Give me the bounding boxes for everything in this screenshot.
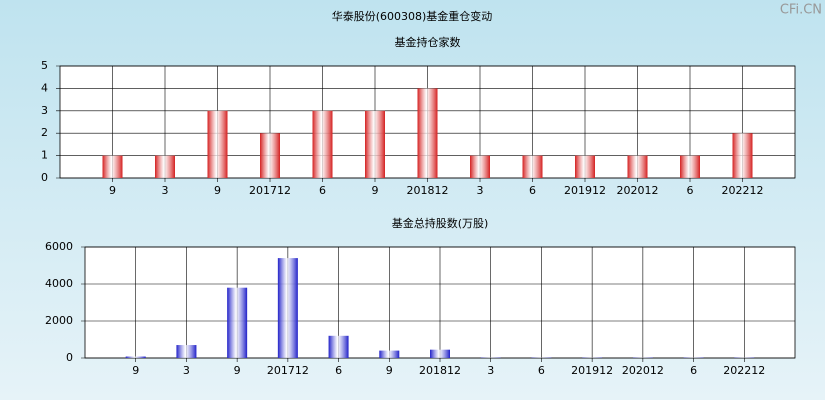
bar [575,155,595,178]
y-tick-label: 4 [41,81,48,94]
bar [365,110,385,178]
x-tick-label: 9 [214,184,221,197]
y-tick-label: 6000 [45,240,73,253]
x-tick-label: 6 [690,364,697,377]
x-tick-label: 9 [372,184,379,197]
page-title: 华泰股份(600308)基金重仓变动 [332,9,493,23]
x-tick-label: 9 [132,364,139,377]
x-tick-label: 202212 [723,364,765,377]
bar [176,345,197,358]
x-tick-label: 3 [183,364,190,377]
x-tick-label: 202012 [617,184,659,197]
bar [522,155,543,178]
x-tick-label: 201712 [267,364,309,377]
y-tick-label: 5 [41,59,48,72]
bar [277,258,298,358]
bar [379,350,400,358]
x-tick-label: 3 [162,184,169,197]
bar [125,356,146,358]
y-tick-label: 1 [41,149,48,162]
bar [227,287,248,358]
y-tick-label: 2000 [45,314,73,327]
x-tick-label: 6 [538,364,545,377]
y-tick-label: 3 [41,104,48,117]
y-tick-label: 2 [41,126,48,139]
y-tick-label: 0 [66,351,73,364]
bar [627,155,648,178]
x-tick-label: 6 [319,184,326,197]
x-tick-label: 9 [386,364,393,377]
bar [260,133,280,178]
x-tick-label: 202212 [722,184,764,197]
x-tick-label: 9 [109,184,116,197]
chart-title: 基金总持股数(万股) [392,216,489,230]
bar [328,335,349,358]
x-tick-label: 201812 [419,364,461,377]
y-tick-label: 4000 [45,277,73,290]
x-tick-label: 201912 [564,184,606,197]
x-tick-label: 6 [687,184,694,197]
y-tick-label: 0 [41,171,48,184]
bar [417,88,438,178]
x-tick-label: 3 [477,184,484,197]
chart-title: 基金持仓家数 [395,35,461,49]
watermark: CFi.CN [780,3,822,18]
x-tick-label: 9 [234,364,241,377]
x-tick-label: 6 [529,184,536,197]
x-tick-label: 3 [487,364,494,377]
bar [312,110,333,178]
x-tick-label: 201912 [571,364,613,377]
bar [680,155,700,178]
x-tick-label: 201812 [407,184,449,197]
bar [102,155,123,178]
bar [470,155,490,178]
x-tick-label: 6 [335,364,342,377]
bar [430,349,450,358]
bar [207,110,228,178]
x-tick-label: 202012 [622,364,664,377]
bar [732,133,753,178]
bar [155,155,175,178]
x-tick-label: 201712 [249,184,291,197]
